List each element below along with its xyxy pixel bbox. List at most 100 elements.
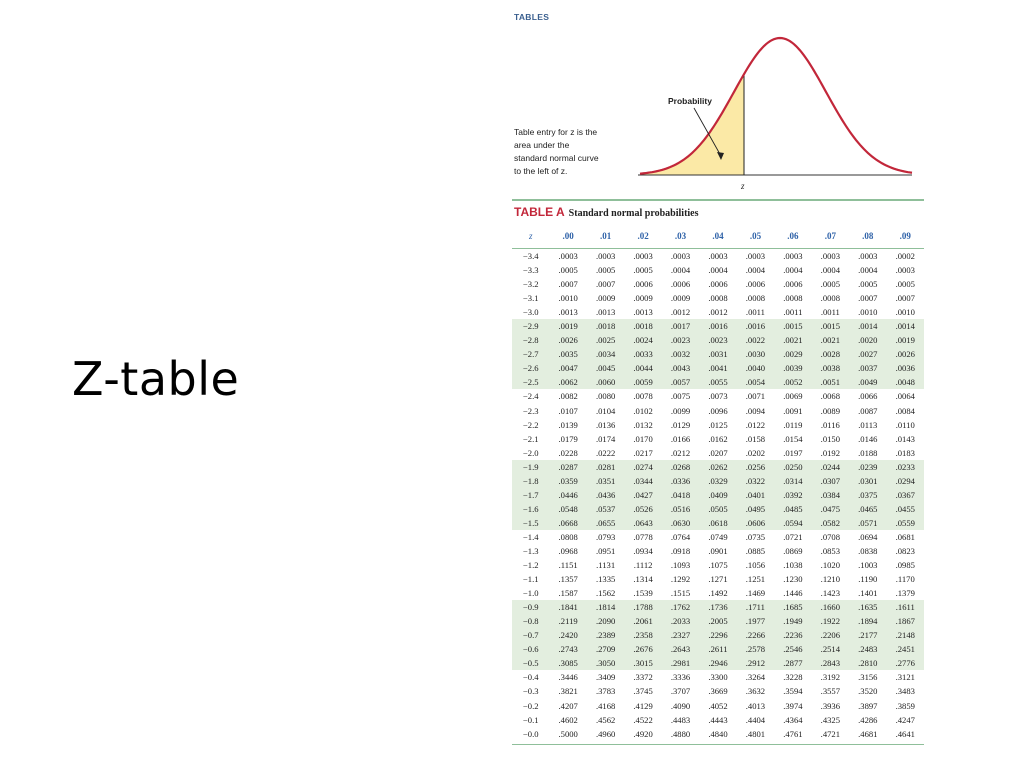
- probability-cell: .2033: [661, 614, 700, 629]
- probability-cell: .3520: [858, 686, 878, 697]
- probability-cell: .0011: [745, 307, 765, 318]
- z-value-cell: −0.3: [522, 686, 539, 697]
- probability-cell: .0239: [849, 459, 887, 474]
- table-row: −3.2 .0007 .0007 .0006 .0006 .0006 .0006 .0006.…: [512, 277, 924, 291]
- z-value-cell: −0.8: [512, 614, 550, 629]
- probability-cell: .2358: [624, 628, 662, 643]
- z-value-cell: −0.5: [512, 656, 550, 671]
- probability-cell: .0012: [708, 307, 728, 318]
- probability-cell: .0084: [895, 405, 915, 416]
- probability-cell: .1814: [586, 600, 625, 615]
- probability-cell: .0351: [586, 473, 625, 488]
- probability-cell: .2206: [811, 628, 850, 643]
- probability-cell: .4880: [670, 728, 691, 739]
- probability-cell: .0032: [661, 347, 700, 362]
- column-header: .02: [624, 224, 662, 249]
- probability-cell: .0344: [624, 473, 662, 488]
- probability-cell: .0003: [783, 251, 803, 262]
- probability-cell: .0003: [670, 251, 691, 262]
- probability-cell: .1562: [595, 588, 616, 599]
- z-value-cell: −1.2: [522, 560, 539, 571]
- probability-cell: .1949: [774, 614, 812, 629]
- probability-cell: .0005: [633, 265, 653, 276]
- probability-cell: .0934: [633, 546, 653, 556]
- probability-cell: .0006: [708, 279, 728, 290]
- probability-cell: .0008: [745, 293, 766, 304]
- probability-cell: .1271: [708, 574, 728, 585]
- probability-cell: .0143: [895, 433, 915, 444]
- probability-cell: .3372: [633, 672, 653, 683]
- table-row: −1.3 .0968 .0951 .0934 .0918 .0901 .0885 .0869.…: [512, 544, 924, 558]
- probability-cell: .1446: [783, 588, 803, 599]
- probability-cell: .0048: [886, 375, 924, 390]
- probability-cell: .0003: [858, 251, 878, 262]
- probability-cell: .1357: [558, 574, 578, 585]
- probability-shaded-area: [640, 74, 744, 175]
- probability-cell: .0004: [820, 265, 841, 276]
- table-row: −0.2 .4207 .4168 .4129 .4090 .4052 .4013 .3974.…: [512, 699, 924, 713]
- z-value-cell: −0.2: [522, 700, 539, 711]
- probability-cell: .4641: [895, 728, 915, 739]
- z-value-cell: −1.4: [522, 531, 539, 542]
- probability-cell: .1635: [849, 600, 887, 615]
- probability-cell: .2236: [774, 628, 812, 643]
- z-value-cell: −0.6: [512, 642, 550, 657]
- probability-cell: .0055: [699, 375, 737, 390]
- probability-cell: .0668: [549, 515, 587, 530]
- probability-cell: .1515: [670, 588, 691, 599]
- probability-cell: .0655: [586, 515, 625, 530]
- z-value-cell: −2.4: [522, 391, 539, 402]
- probability-cell: .0207: [708, 447, 728, 458]
- table-row: −0.4 .3446 .3409 .3372 .3336 .3300 .3264 .3228.…: [512, 670, 924, 684]
- probability-cell: .0004: [783, 265, 803, 276]
- probability-cell: .0314: [774, 473, 812, 488]
- probability-cell: .2483: [849, 642, 887, 657]
- normal-curve-diagram: Probability z: [638, 36, 913, 191]
- table-row: −1.5.0668.0655.0643.0630.0618.0606.0594.…: [512, 515, 924, 530]
- probability-cell: .2514: [811, 642, 850, 657]
- probability-cell: .0294: [886, 473, 924, 488]
- probability-cell: .0274: [624, 459, 662, 474]
- probability-cell: .0028: [811, 347, 850, 362]
- probability-cell: .4013: [745, 700, 766, 711]
- probability-cell: .0004: [858, 265, 878, 276]
- probability-cell: .0166: [670, 433, 691, 444]
- probability-cell: .0129: [670, 419, 691, 430]
- probability-cell: .0197: [783, 447, 803, 458]
- table-row: −2.9.0019.0018.0018.0017.0016.0016.0015.…: [512, 319, 924, 334]
- probability-cell: .4522: [633, 714, 653, 725]
- probability-cell: .0027: [849, 347, 887, 362]
- table-row: −3.1 .0010 .0009 .0009 .0009 .0008 .0008 .0008.…: [512, 291, 924, 305]
- probability-cell: .0062: [549, 375, 587, 390]
- probability-cell: .0024: [624, 333, 662, 348]
- probability-cell: .0009: [633, 293, 653, 304]
- probability-cell: .4052: [708, 700, 728, 711]
- z-value-cell: −1.0: [522, 588, 539, 599]
- table-row: −1.9.0287.0281.0274.0268.0262.0256.0250.…: [512, 459, 924, 474]
- probability-cell: .0012: [670, 307, 691, 318]
- probability-cell: .0375: [849, 487, 887, 502]
- z-column-header: z: [512, 224, 550, 249]
- probability-cell: .0618: [699, 515, 737, 530]
- z-axis-label: z: [740, 181, 745, 191]
- probability-cell: .0125: [708, 419, 728, 430]
- probability-cell: .0007: [895, 293, 915, 304]
- z-value-cell: −2.7: [512, 347, 550, 362]
- probability-cell: .0537: [586, 501, 625, 516]
- probability-cell: .0764: [670, 531, 691, 542]
- probability-cell: .2611: [699, 642, 737, 657]
- probability-cell: .0087: [858, 405, 878, 416]
- probability-cell: .0281: [586, 459, 625, 474]
- probability-cell: .4404: [745, 714, 766, 725]
- probability-cell: .0329: [699, 473, 737, 488]
- probability-cell: .0025: [586, 333, 625, 348]
- probability-cell: .0823: [895, 546, 915, 556]
- probability-cell: .0582: [811, 515, 850, 530]
- probability-cell: .1611: [886, 600, 924, 615]
- table-row: −0.9.1841.1814.1788.1762.1736.1711.1685.…: [512, 600, 924, 615]
- z-value-cell: −3.2: [522, 279, 539, 290]
- probability-cell: .0384: [811, 487, 850, 502]
- probability-cell: .0016: [736, 319, 775, 334]
- probability-cell: .1003: [858, 560, 878, 571]
- probability-cell: .0073: [708, 391, 728, 402]
